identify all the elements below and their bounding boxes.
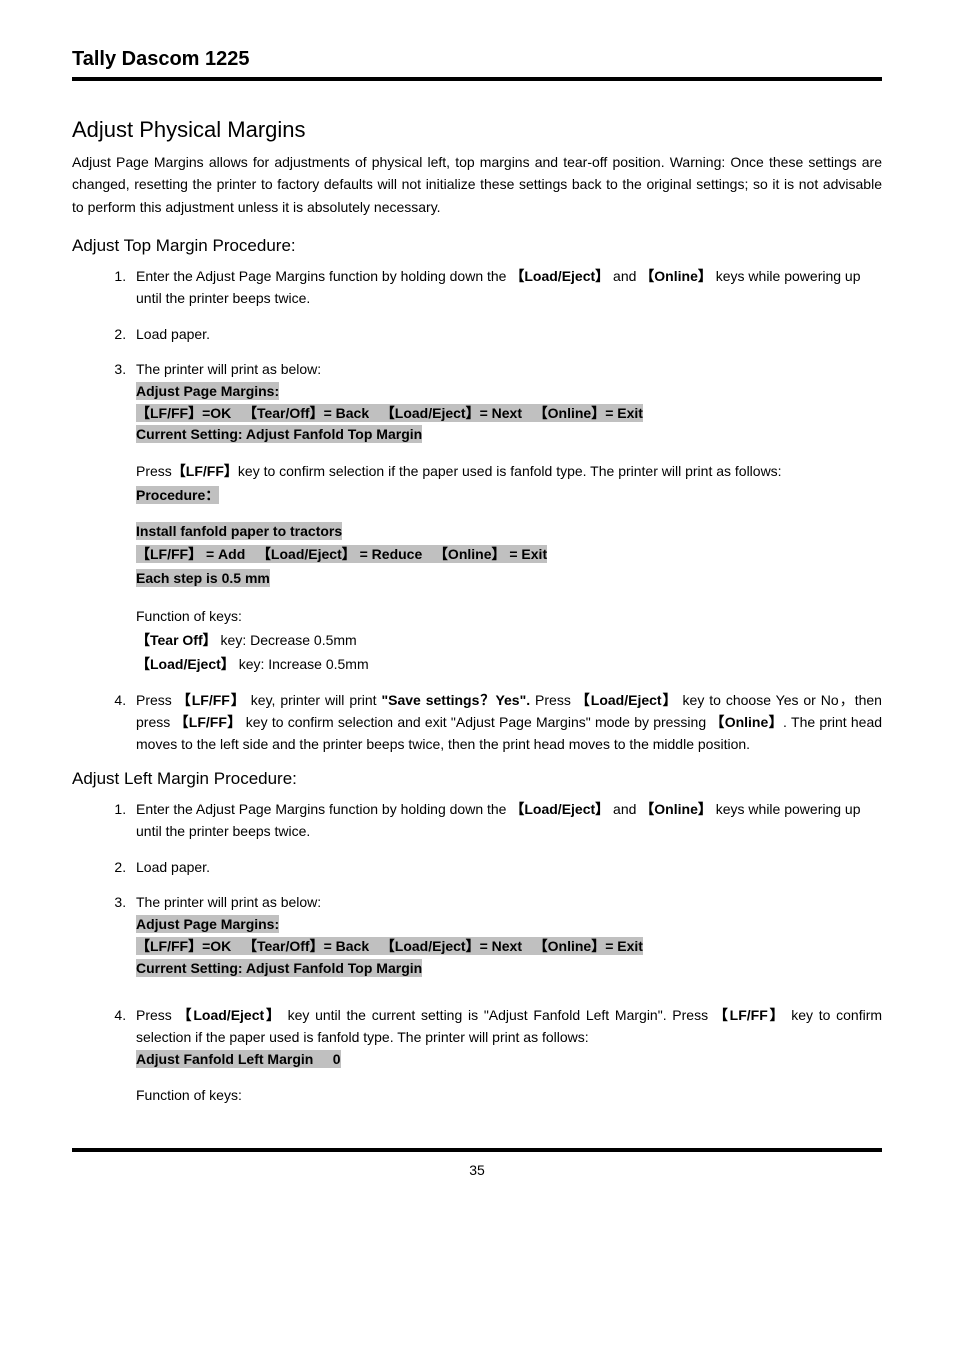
list-item: The printer will print as below: Adjust … bbox=[130, 892, 882, 979]
list-item: Enter the Adjust Page Margins function b… bbox=[130, 266, 882, 309]
step-text: Press bbox=[530, 692, 576, 708]
highlight-line: Procedure： bbox=[136, 486, 219, 504]
top-margin-subtitle: Adjust Top Margin Procedure: bbox=[72, 236, 882, 256]
key-label: 【Online】 bbox=[640, 268, 712, 284]
step-text: The printer will print as below: bbox=[136, 894, 321, 910]
spacer bbox=[72, 993, 882, 1005]
key-label: 【LF/FF】 bbox=[172, 463, 238, 479]
step-text: Press bbox=[136, 463, 172, 479]
indent-block: Function of keys: 【Tear Off】 key: Decrea… bbox=[136, 605, 882, 676]
list-item: Press 【Load/Eject】 key until the current… bbox=[130, 1005, 882, 1070]
spacer bbox=[136, 508, 882, 520]
step-text: key, printer will print bbox=[246, 692, 382, 708]
page-number: 35 bbox=[72, 1162, 882, 1178]
highlight-line: 【LF/FF】=OK 【Tear/Off】= Back 【Load/Eject】… bbox=[136, 937, 643, 955]
key-label: 【Load/Eject】 bbox=[510, 268, 609, 284]
highlight-line: 【LF/FF】=OK 【Tear/Off】= Back 【Load/Eject】… bbox=[136, 404, 643, 422]
key-label: 【Load/Eject】 bbox=[178, 1007, 282, 1023]
func-title: Function of keys: bbox=[136, 608, 242, 624]
key-label: 【Online】 bbox=[640, 801, 712, 817]
key-label: 【Load/Eject】 bbox=[576, 692, 678, 708]
left-margin-subtitle: Adjust Left Margin Procedure: bbox=[72, 769, 882, 789]
intro-paragraph: Adjust Page Margins allows for adjustmen… bbox=[72, 151, 882, 218]
list-item: The printer will print as below: Adjust … bbox=[130, 359, 882, 446]
step-text: key: Decrease 0.5mm bbox=[221, 632, 357, 648]
header-divider bbox=[72, 77, 882, 81]
step-text: Enter the Adjust Page Margins function b… bbox=[136, 801, 506, 817]
highlight-line: Each step is 0.5 mm bbox=[136, 569, 270, 587]
key-label: 【LF/FF】 bbox=[174, 714, 241, 730]
key-label: 【Online】 bbox=[710, 714, 783, 730]
step-text: Enter the Adjust Page Margins function b… bbox=[136, 268, 506, 284]
key-label: 【LF/FF】 bbox=[714, 1007, 786, 1023]
key-label: 【Load/Eject】 bbox=[510, 801, 609, 817]
step-text: key to confirm selection and exit "Adjus… bbox=[242, 714, 711, 730]
highlight-line: Adjust Page Margins: bbox=[136, 915, 279, 933]
list-item: Enter the Adjust Page Margins function b… bbox=[130, 799, 882, 842]
step-text: key until the current setting is "Adjust… bbox=[288, 1007, 709, 1023]
highlight-line: 【LF/FF】 = Add 【Load/Eject】 = Reduce 【Onl… bbox=[136, 545, 547, 563]
left-margin-steps-cont: Press 【Load/Eject】 key until the current… bbox=[72, 1005, 882, 1070]
step-text: key: Increase 0.5mm bbox=[239, 656, 369, 672]
list-item: Load paper. bbox=[130, 324, 882, 346]
step-text: key to confirm selection if the paper us… bbox=[238, 463, 782, 479]
step-text: and bbox=[613, 801, 636, 817]
key-label: 【Load/Eject】 bbox=[136, 656, 235, 672]
func-title: Function of keys: bbox=[136, 1087, 242, 1103]
highlight-line: Adjust Page Margins: bbox=[136, 382, 279, 400]
step-text: Press bbox=[136, 692, 177, 708]
key-label: 【Tear Off】 bbox=[136, 632, 217, 648]
highlight-bold: "Save settings？Yes". bbox=[381, 692, 530, 708]
highlight-line: Current Setting: Adjust Fanfold Top Marg… bbox=[136, 425, 422, 443]
list-item: Press 【LF/FF】 key, printer will print "S… bbox=[130, 690, 882, 755]
left-margin-steps: Enter the Adjust Page Margins function b… bbox=[72, 799, 882, 979]
section-title: Adjust Physical Margins bbox=[72, 117, 882, 143]
step-text: Press bbox=[136, 1007, 172, 1023]
footer-divider bbox=[72, 1148, 882, 1152]
highlight-line: Install fanfold paper to tractors bbox=[136, 522, 342, 540]
top-margin-steps: Enter the Adjust Page Margins function b… bbox=[72, 266, 882, 446]
indent-block: Function of keys: bbox=[136, 1084, 882, 1108]
step-text: The printer will print as below: bbox=[136, 361, 321, 377]
list-item: Load paper. bbox=[130, 857, 882, 879]
key-label: 【LF/FF】 bbox=[177, 692, 246, 708]
indent-block: Press【LF/FF】key to confirm selection if … bbox=[136, 460, 882, 591]
highlight-line: Current Setting: Adjust Fanfold Top Marg… bbox=[136, 959, 422, 977]
step-text: and bbox=[613, 268, 636, 284]
document-header-title: Tally Dascom 1225 bbox=[72, 48, 882, 71]
highlight-line: Adjust Fanfold Left Margin 0 bbox=[136, 1050, 341, 1068]
top-margin-steps-cont: Press 【LF/FF】 key, printer will print "S… bbox=[72, 690, 882, 755]
